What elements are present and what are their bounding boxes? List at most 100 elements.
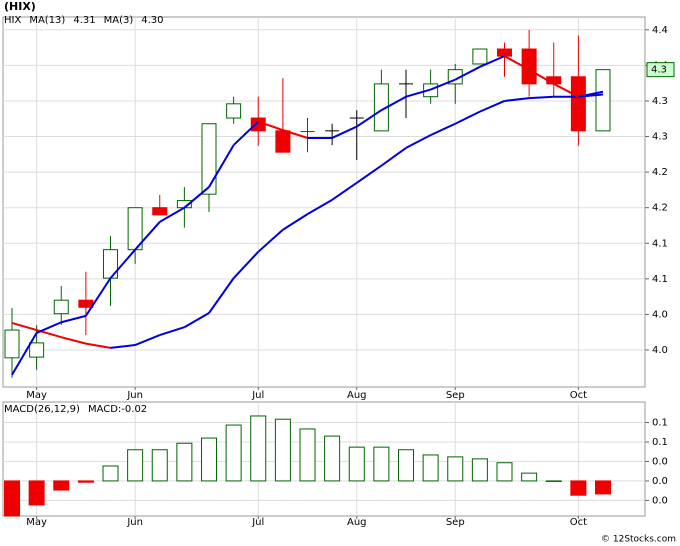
- y-tick-label: 4.4: [652, 25, 668, 36]
- macd-bar: [127, 449, 144, 482]
- macd-bar: [225, 424, 242, 482]
- macd-bar: [595, 480, 611, 495]
- macd-bar: [398, 449, 414, 482]
- macd-bar: [274, 418, 291, 482]
- ma-line-segment: [454, 65, 481, 81]
- ma-line-segment: [306, 198, 333, 215]
- macd-bar: [471, 458, 488, 482]
- ma-line-segment: [405, 88, 431, 98]
- y-tick-label: 4.0: [652, 309, 668, 320]
- candle-body: [570, 76, 586, 132]
- macd-bar: [570, 480, 587, 496]
- chart-title: (HIX): [4, 0, 36, 13]
- y-tick-label: 4.2: [652, 203, 668, 214]
- macd-bar: [447, 456, 464, 482]
- y-tick-label: 0.0: [652, 456, 668, 467]
- y-tick-label: 4.0: [652, 345, 668, 356]
- macd-bar: [299, 428, 316, 482]
- ma-line-segment: [134, 221, 161, 251]
- legend-text: 4.30: [141, 15, 163, 26]
- ma-line-segment: [183, 312, 210, 329]
- y-tick-label: 0.0: [652, 495, 668, 506]
- ma-line-segment: [380, 147, 407, 167]
- candle-body: [152, 207, 168, 216]
- ma-line-segment: [11, 332, 38, 376]
- ma-line-segment: [430, 78, 456, 91]
- ma-line-segment: [504, 97, 530, 102]
- macd-bar: [4, 480, 20, 517]
- y-tick-label: 4.1: [652, 274, 668, 285]
- y-tick-label: 4.1: [652, 238, 668, 249]
- ma-line-segment: [208, 144, 235, 188]
- x-tick-label: May: [26, 517, 47, 528]
- ma-line-segment: [183, 186, 210, 209]
- ma-line-segment: [159, 326, 185, 337]
- x-tick-label: Aug: [347, 390, 367, 401]
- macd-bar: [77, 480, 94, 483]
- macd-bar: [102, 465, 119, 482]
- ma-line-segment: [356, 109, 382, 128]
- ma-line-segment: [109, 249, 136, 279]
- candle-body: [4, 329, 20, 359]
- legend-text: MA(3): [104, 15, 134, 26]
- ma-line-segment: [504, 55, 530, 71]
- ma-line-segment: [454, 110, 481, 125]
- ma-line-segment: [134, 334, 161, 346]
- ma-line-segment: [85, 342, 111, 349]
- x-tick-label: May: [26, 390, 47, 401]
- legend-text: 4.31: [73, 15, 95, 26]
- ma-line-segment: [356, 164, 382, 184]
- macd-bar: [201, 437, 217, 482]
- x-tick-label: Sep: [446, 517, 465, 528]
- candle-body: [595, 69, 611, 132]
- ma-line-segment: [479, 55, 505, 68]
- macd-bar: [373, 446, 390, 482]
- ma-line-segment: [282, 213, 309, 231]
- last-price-box: [646, 62, 675, 78]
- ma-line-segment: [11, 322, 37, 332]
- y-tick-label: 0.1: [652, 437, 668, 448]
- ma-line-segment: [257, 229, 284, 253]
- y-tick-label: 4.3: [652, 132, 668, 143]
- x-tick-label: Jul: [251, 517, 264, 528]
- panel-frame: [2, 401, 646, 517]
- legend-text: HIX: [4, 15, 21, 26]
- macd-bar: [422, 454, 439, 482]
- ma-line-segment: [257, 120, 284, 132]
- candle-body: [201, 123, 217, 195]
- macd-bar: [28, 480, 45, 506]
- macd-bar: [176, 442, 193, 482]
- legend-text: MACD:-0.02: [88, 404, 147, 415]
- ma-line-segment: [331, 125, 358, 139]
- ma-line-segment: [529, 95, 554, 100]
- ma-line-segment: [232, 251, 259, 279]
- watermark: © 12Stocks.com: [601, 535, 676, 545]
- candle-body: [226, 103, 242, 119]
- candle-body: [29, 342, 45, 358]
- macd-bar: [545, 480, 562, 482]
- macd-bar: [53, 480, 70, 491]
- candle-body: [497, 48, 512, 57]
- ma-line-segment: [380, 95, 407, 112]
- candle-body: [275, 130, 291, 153]
- legend-text: MA(13): [29, 15, 65, 26]
- ma-line-segment: [159, 206, 185, 223]
- macd-bar: [250, 415, 267, 482]
- ma-line-segment: [553, 82, 579, 98]
- candle-body: [250, 117, 266, 132]
- ma-line-segment: [528, 68, 555, 85]
- x-tick-label: Sep: [446, 390, 465, 401]
- y-tick-label: 4.2: [652, 167, 668, 178]
- panel-frame: [2, 16, 646, 388]
- ma-line-segment: [60, 336, 87, 345]
- macd-bar: [151, 449, 168, 482]
- ma-line-segment: [430, 122, 456, 137]
- ma-line-segment: [208, 277, 235, 314]
- ma-line-segment: [405, 134, 432, 149]
- macd-bar: [324, 435, 341, 482]
- y-tick-label: 0.0: [652, 476, 668, 487]
- x-tick-label: Jun: [126, 390, 143, 401]
- y-tick-label: 0.1: [652, 417, 668, 428]
- candle-body: [78, 299, 94, 308]
